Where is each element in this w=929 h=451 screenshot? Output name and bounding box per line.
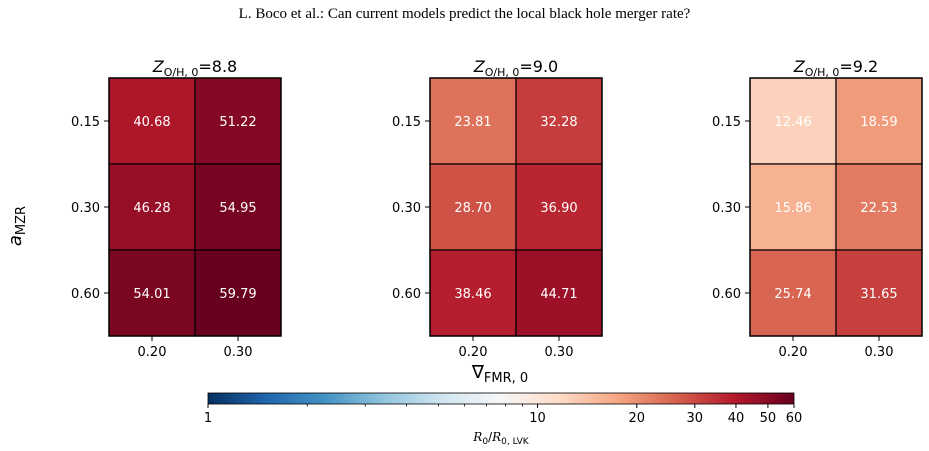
heatmap-cell (835, 249, 923, 337)
cell-value-label: 38.46 (454, 287, 491, 302)
y-tick-label: 0.30 (712, 201, 741, 216)
colorbar-tick-label: 60 (786, 411, 803, 426)
cell-value-label: 23.81 (454, 115, 491, 130)
cell-value-label: 44.71 (540, 287, 577, 302)
y-tick-label: 0.60 (71, 287, 100, 302)
cell-value-label: 31.65 (860, 287, 897, 302)
cell-value-label: 15.86 (774, 201, 811, 216)
cell-value-label: 54.95 (219, 201, 256, 216)
panel-title-1: ZO/H, 0=8.8 (152, 57, 237, 79)
x-axis-label: ∇FMR, 0 (471, 362, 528, 386)
cell-value-label: 28.70 (454, 201, 491, 216)
x-tick-label: 0.20 (459, 345, 488, 360)
cell-value-label: 46.28 (133, 201, 170, 216)
heatmap-cell (515, 77, 603, 165)
svg-text:ZO/H, 0=8.8: ZO/H, 0=8.8 (152, 57, 237, 79)
y-tick-label: 0.30 (392, 201, 421, 216)
y-axis-label: aMZR (5, 206, 29, 246)
y-tick-label: 0.15 (712, 115, 741, 130)
cell-value-label: 18.59 (860, 115, 897, 130)
heatmap-panels: 40.68 51.22 46.28 54.95 54.01 59.79 0.15 0.30 0.… (71, 77, 923, 360)
x-tick-label: 0.20 (138, 345, 167, 360)
svg-text:ZO/H, 0=9.0: ZO/H, 0=9.0 (473, 57, 558, 79)
x-tick-label: 0.30 (224, 345, 253, 360)
heatmap-cell (194, 249, 282, 337)
y-tick-label: 0.60 (392, 287, 421, 302)
cell-value-label: 36.90 (540, 201, 577, 216)
colorbar-tick-label: 20 (628, 411, 645, 426)
x-tick-label: 0.30 (545, 345, 574, 360)
cell-value-label: 54.01 (133, 287, 170, 302)
heatmap-cell (429, 249, 517, 337)
heatmap-panel-3: 12.46 18.59 15.86 22.53 25.74 31.65 0.15 0.30 0.… (712, 77, 923, 360)
colorbar-tick-label: 1 (204, 411, 212, 426)
cell-value-label: 40.68 (133, 115, 170, 130)
colorbar-tick-label: 50 (760, 411, 777, 426)
cell-value-label: 59.79 (219, 287, 256, 302)
cell-value-label: 51.22 (219, 115, 256, 130)
heatmap-cell (749, 249, 837, 337)
heatmap-panel-2: 23.81 32.28 28.70 36.90 38.46 44.71 0.15 0.30 0.… (392, 77, 603, 360)
y-tick-label: 0.15 (71, 115, 100, 130)
panel-title-3: ZO/H, 0=9.2 (793, 57, 878, 79)
heatmap-cell (108, 249, 196, 337)
colorbar-label: R0/R0, LVK (472, 430, 530, 447)
y-tick-label: 0.60 (712, 287, 741, 302)
colorbar (207, 392, 795, 405)
panel-title-2: ZO/H, 0=9.0 (473, 57, 558, 79)
colorbar-tick-label: 40 (728, 411, 745, 426)
cell-value-label: 22.53 (860, 201, 897, 216)
colorbar-tick-label: 30 (687, 411, 704, 426)
x-tick-label: 0.30 (865, 345, 894, 360)
y-tick-label: 0.30 (71, 201, 100, 216)
colorbar-ticks: 1 10 20 30 40 50 60 (204, 404, 802, 426)
colorbar-tick-label: 10 (529, 411, 546, 426)
cell-value-label: 32.28 (540, 115, 577, 130)
heatmap-panel-1: 40.68 51.22 46.28 54.95 54.01 59.79 0.15 0.30 0.… (71, 77, 282, 360)
cell-value-label: 12.46 (774, 115, 811, 130)
heatmap-cell (749, 163, 837, 251)
x-tick-label: 0.20 (779, 345, 808, 360)
svg-text:ZO/H, 0=9.2: ZO/H, 0=9.2 (793, 57, 878, 79)
y-tick-label: 0.15 (392, 115, 421, 130)
page-header: L. Boco et al.: Can current models predi… (238, 6, 691, 22)
heatmap-cell (515, 249, 603, 337)
cell-value-label: 25.74 (774, 287, 811, 302)
